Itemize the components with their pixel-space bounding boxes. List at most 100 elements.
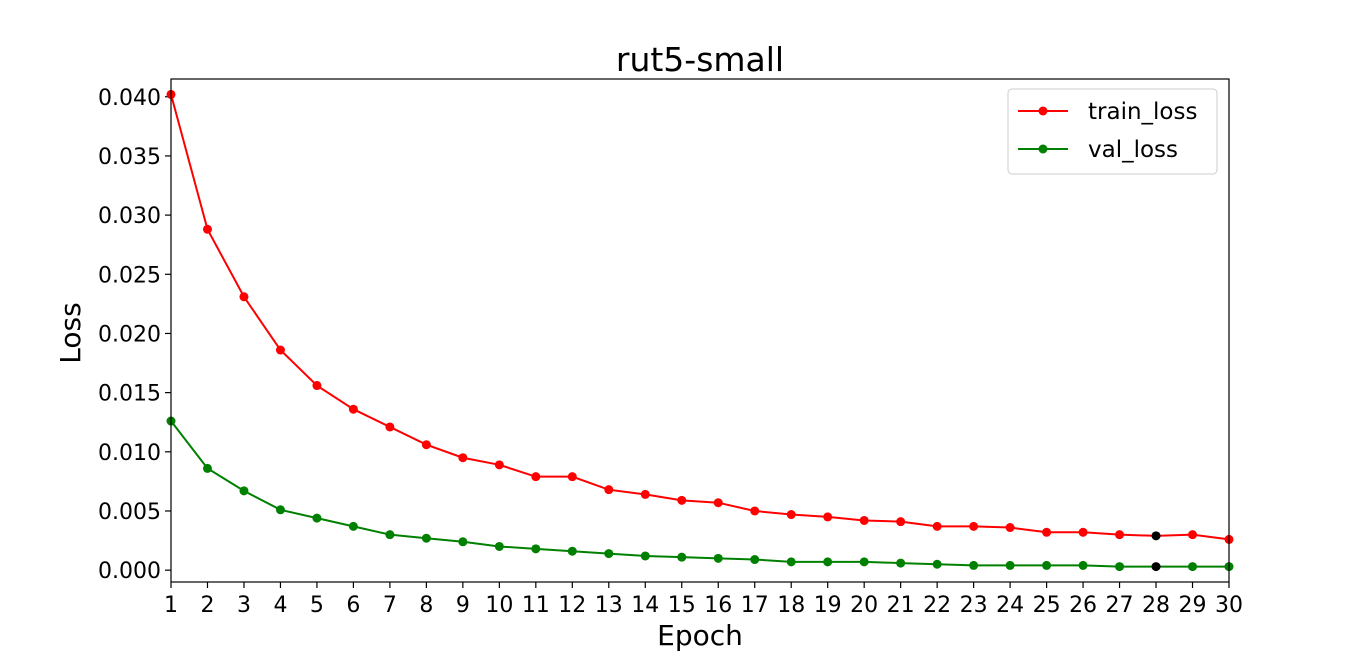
data-point-val_loss xyxy=(750,555,760,565)
data-point-train_loss xyxy=(786,510,796,520)
y-axis-label: Loss xyxy=(54,302,87,363)
x-tick-label: 22 xyxy=(923,593,951,618)
data-point-val_loss xyxy=(494,541,504,551)
data-point-train_loss xyxy=(859,515,869,525)
data-point-train_loss xyxy=(750,506,760,516)
legend-marker-val_loss xyxy=(1038,144,1048,154)
data-point-val_loss xyxy=(202,463,212,473)
chart-title: rut5-small xyxy=(616,40,784,79)
plot-frame xyxy=(170,78,1230,583)
data-point-train_loss xyxy=(896,517,906,527)
data-point-val_loss xyxy=(677,552,687,562)
x-tick-label: 8 xyxy=(419,593,433,618)
x-tick-label: 13 xyxy=(595,593,623,618)
x-tick-label: 17 xyxy=(741,593,769,618)
legend-label-val_loss: val_loss xyxy=(1088,137,1178,163)
x-tick-label: 5 xyxy=(310,593,324,618)
x-tick-label: 19 xyxy=(814,593,842,618)
data-point-val_loss xyxy=(275,505,285,515)
data-point-val_loss xyxy=(1078,560,1088,570)
x-tick-label: 18 xyxy=(777,593,805,618)
x-tick-label: 25 xyxy=(1033,593,1061,618)
data-point-val_loss xyxy=(385,530,395,540)
x-tick-label: 11 xyxy=(522,593,550,618)
data-point-train_loss xyxy=(640,489,650,499)
data-point-val_loss xyxy=(969,560,979,570)
data-point-train_loss xyxy=(275,345,285,355)
x-tick-label: 6 xyxy=(346,593,360,618)
data-point-train_loss xyxy=(1151,531,1161,541)
data-point-val_loss xyxy=(312,513,322,523)
x-tick-label: 20 xyxy=(850,593,878,618)
data-point-val_loss xyxy=(604,549,614,559)
data-point-train_loss xyxy=(567,472,577,482)
x-tick-label: 7 xyxy=(383,593,397,618)
series-layer xyxy=(166,89,1234,572)
data-point-val_loss xyxy=(458,537,468,547)
x-tick-label: 24 xyxy=(996,593,1024,618)
y-tick-label: 0.010 xyxy=(98,441,161,466)
data-point-val_loss xyxy=(567,546,577,556)
x-tick-label: 30 xyxy=(1215,593,1243,618)
data-point-val_loss xyxy=(786,557,796,567)
y-tick-label: 0.025 xyxy=(98,263,161,288)
data-point-train_loss xyxy=(1005,523,1015,533)
x-tick-label: 14 xyxy=(631,593,659,618)
data-point-train_loss xyxy=(385,422,395,432)
data-point-train_loss xyxy=(1188,530,1198,540)
x-tick-label: 2 xyxy=(200,593,214,618)
data-point-train_loss xyxy=(713,498,723,508)
data-point-val_loss xyxy=(1115,562,1125,572)
data-point-train_loss xyxy=(421,440,431,450)
series-line-val_loss xyxy=(170,420,1229,568)
data-point-val_loss xyxy=(1042,560,1052,570)
y-tick-label: 0.020 xyxy=(98,322,161,347)
data-point-val_loss xyxy=(421,533,431,543)
data-point-val_loss xyxy=(640,551,650,561)
data-point-train_loss xyxy=(531,472,541,482)
legend-marker-train_loss xyxy=(1038,106,1048,116)
legend: train_loss val_loss xyxy=(1007,88,1218,175)
data-point-train_loss xyxy=(1115,530,1125,540)
y-tick-label: 0.005 xyxy=(98,500,161,525)
data-point-val_loss xyxy=(823,557,833,567)
data-point-train_loss xyxy=(604,485,614,495)
x-tick-label: 26 xyxy=(1069,593,1097,618)
data-point-val_loss xyxy=(896,558,906,568)
x-tick-label: 4 xyxy=(273,593,287,618)
x-axis-label: Epoch xyxy=(657,619,743,652)
data-point-val_loss xyxy=(531,544,541,554)
data-point-val_loss xyxy=(1005,560,1015,570)
x-tick-label: 3 xyxy=(237,593,251,618)
data-point-train_loss xyxy=(202,224,212,234)
data-point-train_loss xyxy=(348,404,358,414)
data-point-train_loss xyxy=(1078,527,1088,537)
x-axis: 1 2 3 4 5 6 7 8 9 10 11 12 13 14 15 16 17 18 19 20 21 22 23 24 2… xyxy=(164,582,1243,618)
data-point-val_loss xyxy=(932,559,942,569)
data-point-val_loss xyxy=(859,557,869,567)
y-tick-label: 0.000 xyxy=(98,559,161,584)
data-point-train_loss xyxy=(969,521,979,531)
y-axis: 0.000 0.005 0.010 0.015 0.020 0.025 0.030 0.035… xyxy=(98,86,171,584)
data-point-val_loss xyxy=(239,486,249,496)
x-tick-label: 28 xyxy=(1142,593,1170,618)
data-point-train_loss xyxy=(932,521,942,531)
data-point-val_loss xyxy=(713,553,723,563)
x-tick-label: 9 xyxy=(456,593,470,618)
y-tick-label: 0.040 xyxy=(98,86,161,111)
y-tick-label: 0.030 xyxy=(98,204,161,229)
data-point-train_loss xyxy=(239,292,249,302)
x-tick-label: 29 xyxy=(1179,593,1207,618)
x-tick-label: 21 xyxy=(887,593,915,618)
data-point-train_loss xyxy=(823,512,833,522)
data-point-val_loss xyxy=(1151,562,1161,572)
data-point-val_loss xyxy=(348,521,358,531)
data-point-train_loss xyxy=(1042,527,1052,537)
x-tick-label: 27 xyxy=(1106,593,1134,618)
x-tick-label: 10 xyxy=(485,593,513,618)
x-tick-label: 16 xyxy=(704,593,732,618)
x-tick-label: 23 xyxy=(960,593,988,618)
x-tick-label: 12 xyxy=(558,593,586,618)
data-point-val_loss xyxy=(1188,562,1198,572)
